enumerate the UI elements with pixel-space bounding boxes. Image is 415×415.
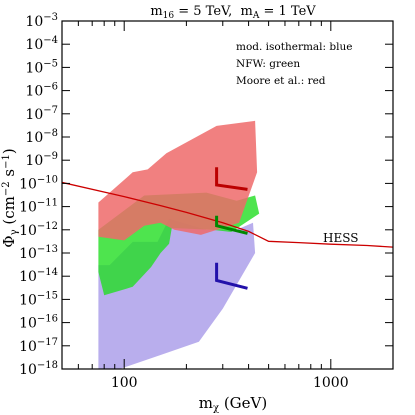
legend-item-nfw: NFW: green [236,58,300,70]
hess-label: HESS [323,231,358,245]
benchmark-markers [215,167,248,290]
y-tick-label: 10−14 [19,267,58,285]
plot-frame [61,20,394,370]
exclusion-regions [98,120,260,369]
marker-nfw [215,215,248,235]
marker-moore-et-al [215,167,248,191]
y-tick-label: 10−6 [25,82,58,100]
y-axis-label: Φγ (cm−2 s−1) [0,148,20,247]
y-tick-label: 10−18 [19,360,58,378]
x-tick-labels: 100 1000 [111,375,349,391]
y-tick-label: 10−17 [19,337,58,355]
legend-item-moore: Moore et al.: red [236,75,326,87]
axis-ticks [61,20,394,370]
y-tick-label: 10−15 [19,290,58,308]
x-axis-label: mχ (GeV) [199,394,267,414]
x-tick-label: 100 [111,375,138,391]
y-tick-label: 10−12 [19,221,58,239]
x-tick-label: 1000 [313,375,349,391]
y-tick-label: 10−5 [25,58,58,76]
y-tick-label: 10−3 [25,12,58,30]
y-tick-label: 10−4 [25,35,58,53]
y-tick-label: 10−9 [25,151,58,169]
y-tick-labels: 10−3 10−4 10−5 10−6 10−7 10−8 10−9 10−10 10−11 10… [19,12,58,378]
y-tick-label: 10−7 [25,105,58,123]
y-tick-label: 10−10 [19,174,58,192]
legend-item-isothermal: mod. isothermal: blue [236,41,352,53]
legend: mod. isothermal: blue NFW: green Moore e… [236,41,352,87]
marker-mod-isothermal [215,262,248,290]
series-lines [62,181,393,248]
chart-title: m16 = 5 TeV, mA = 1 TeV [150,4,316,21]
y-tick-label: 10−13 [19,244,58,262]
y-tick-label: 10−8 [25,128,58,146]
series-line-hess [62,181,393,248]
y-tick-label: 10−16 [19,314,58,332]
region-moore-et-al [98,120,258,241]
y-tick-label: 10−11 [19,198,58,216]
